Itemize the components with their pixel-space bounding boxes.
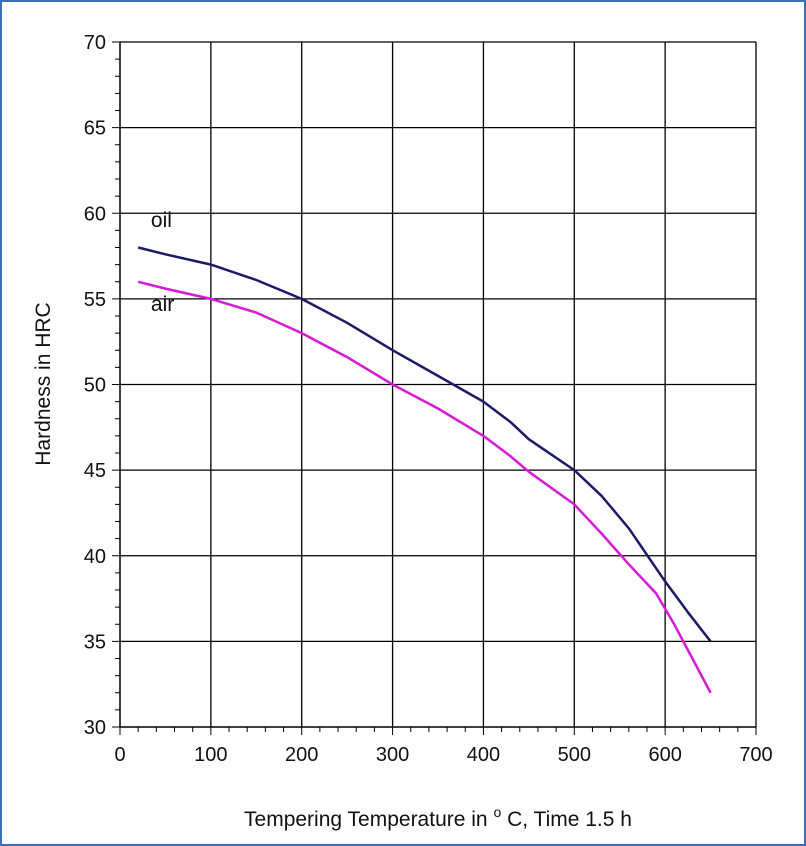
- y-tick-label: 45: [84, 460, 106, 482]
- x-axis-title-suffix: C, Time 1.5 h: [507, 808, 632, 831]
- y-tick-label: 30: [84, 717, 106, 739]
- x-axis-title: Tempering Temperature in o C, Time 1.5 h: [244, 799, 632, 831]
- y-tick-label: 55: [84, 289, 106, 311]
- labels: 0 100 200 300 400 500 600 700 30 35 40 45 50 55 60 65 70…: [84, 32, 773, 766]
- y-tick-label: 35: [84, 631, 106, 653]
- series-line-air: [137, 280, 712, 694]
- series-label-air: air: [151, 293, 174, 316]
- series-line-oil: [137, 246, 712, 643]
- series-label-oil: oil: [151, 209, 172, 232]
- grid: [120, 41, 757, 727]
- x-tick-label: 300: [376, 744, 409, 766]
- y-axis-title: Hardness in HRC: [32, 302, 55, 465]
- x-tick-label: 0: [114, 744, 125, 766]
- x-tick-label: 400: [467, 744, 500, 766]
- y-tick-label: 65: [84, 118, 106, 140]
- x-tick-label: 600: [648, 744, 681, 766]
- y-tick-label: 40: [84, 546, 106, 568]
- x-tick-label: 100: [194, 744, 227, 766]
- x-tick-label: 700: [739, 744, 772, 766]
- x-tick-label: 200: [285, 744, 318, 766]
- series-layer: [137, 246, 712, 694]
- x-tick-label: 500: [558, 744, 591, 766]
- x-axis-title-degree: o: [493, 804, 501, 820]
- x-axis-title-prefix: Tempering Temperature in: [244, 808, 493, 831]
- y-tick-label: 50: [84, 375, 106, 397]
- axes: [112, 41, 757, 735]
- y-tick-label: 60: [84, 203, 106, 225]
- y-tick-label: 70: [84, 32, 106, 54]
